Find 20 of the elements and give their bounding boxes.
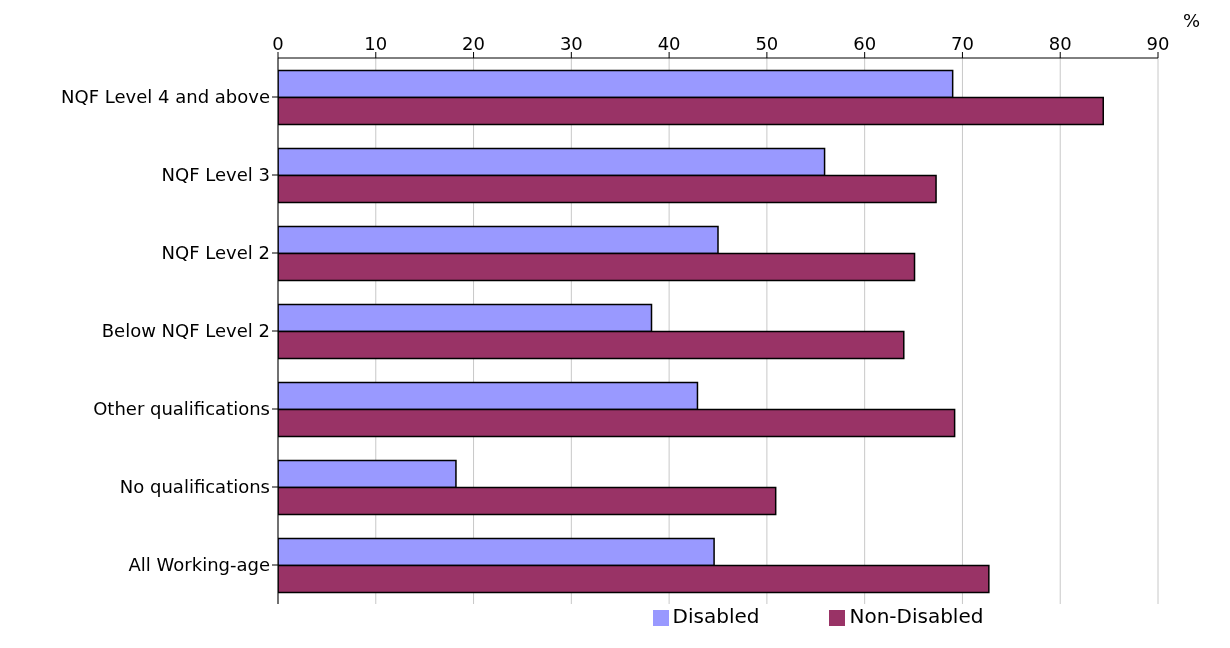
- y-tick-label: No qualifications: [119, 476, 270, 498]
- x-tick-label: 90: [1146, 33, 1170, 54]
- x-tick-label: 70: [950, 33, 974, 54]
- y-tick-label: NQF Level 3: [161, 164, 270, 186]
- legend-label: Non-Disabled: [849, 604, 984, 628]
- legend-label: Disabled: [672, 604, 760, 628]
- x-tick-label: 0: [272, 33, 284, 54]
- x-tick-label: 80: [1048, 33, 1072, 54]
- y-tick-label: NQF Level 4 and above: [61, 86, 270, 108]
- y-tick-label: Below NQF Level 2: [101, 320, 270, 342]
- x-axis-title: %: [1183, 10, 1201, 32]
- y-tick-label: All Working-age: [128, 554, 270, 576]
- x-tick-label: 30: [559, 33, 583, 54]
- x-tick-label: 50: [755, 33, 779, 54]
- y-tick-label: Other qualifications: [93, 398, 270, 420]
- x-tick-label: 40: [657, 33, 681, 54]
- x-tick-label: 20: [462, 33, 486, 54]
- x-tick-label: 60: [853, 33, 877, 54]
- x-tick-label: 10: [364, 33, 388, 54]
- y-tick-label: NQF Level 2: [161, 242, 270, 264]
